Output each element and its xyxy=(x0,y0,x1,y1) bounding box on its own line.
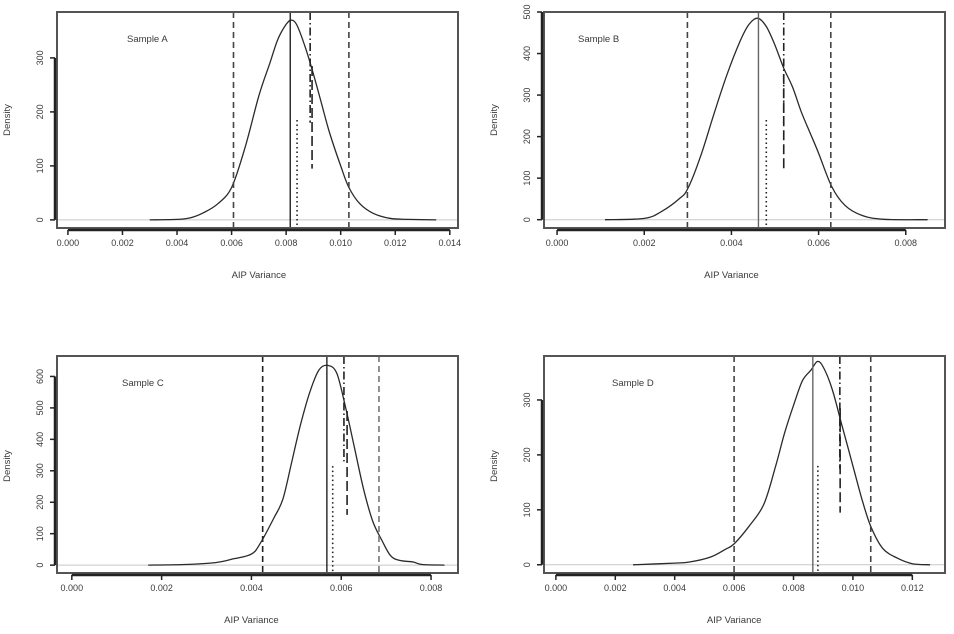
x-tick-label: 0.006 xyxy=(220,238,243,248)
y-tick-label: 600 xyxy=(35,369,45,384)
x-tick-label: 0.008 xyxy=(782,583,805,593)
y-axis-title: Density xyxy=(2,450,13,482)
y-tick-label: 200 xyxy=(35,495,45,510)
panel-sample-b: 0.000 0.002 0.004 0.006 0.008 0 100 200 300 400 50… xyxy=(489,4,946,281)
y-axis-title: Density xyxy=(489,450,500,482)
density-curve xyxy=(633,360,931,566)
y-tick-label: 100 xyxy=(522,171,532,186)
panel-title: Sample B xyxy=(578,34,619,45)
x-tick-label: 0.008 xyxy=(275,238,298,248)
x-tick-label: 0.014 xyxy=(439,238,462,248)
x-tick-label: 0.012 xyxy=(901,583,924,593)
x-tick-label: 0.000 xyxy=(61,583,84,593)
x-tick-label: 0.000 xyxy=(546,238,569,248)
x-axis-title: AIP Variance xyxy=(232,270,287,281)
x-axis-title: AIP Variance xyxy=(704,270,759,281)
y-tick-label: 300 xyxy=(35,463,45,478)
y-tick-label: 100 xyxy=(35,526,45,541)
y-tick-label: 0 xyxy=(35,563,45,568)
y-tick-label: 0 xyxy=(522,562,532,567)
y-tick-label: 200 xyxy=(522,447,532,462)
panel-title: Sample A xyxy=(127,34,168,45)
x-tick-label: 0.010 xyxy=(329,238,352,248)
y-tick-label: 300 xyxy=(522,88,532,103)
panel-sample-a: 0.000 0.002 0.004 0.006 0.008 0.010 0.012 0.014… xyxy=(2,11,462,281)
y-axis-title: Density xyxy=(2,104,13,136)
x-axis-title: AIP Variance xyxy=(707,615,762,626)
x-tick-label: 0.004 xyxy=(166,238,189,248)
plot-frame xyxy=(543,355,946,574)
x-tick-label: 0.004 xyxy=(240,583,263,593)
x-tick-label: 0.002 xyxy=(150,583,173,593)
panel-title: Sample D xyxy=(612,378,654,389)
y-tick-label: 100 xyxy=(522,502,532,517)
y-tick-label: 100 xyxy=(35,158,45,173)
x-tick-label: 0.006 xyxy=(807,238,830,248)
x-tick-label: 0.000 xyxy=(545,583,568,593)
x-tick-label: 0.012 xyxy=(384,238,407,248)
plot-frame xyxy=(543,11,946,229)
x-tick-label: 0.008 xyxy=(895,238,918,248)
y-tick-label: 200 xyxy=(35,104,45,119)
y-tick-label: 500 xyxy=(522,4,532,19)
x-tick-label: 0.002 xyxy=(604,583,627,593)
y-tick-label: 200 xyxy=(522,129,532,144)
y-axis-title: Density xyxy=(489,104,500,136)
y-tick-label: 0 xyxy=(35,217,45,222)
plot-frame xyxy=(56,11,459,229)
x-tick-label: 0.004 xyxy=(663,583,686,593)
x-tick-label: 0.002 xyxy=(111,238,134,248)
panel-sample-d: 0.000 0.002 0.004 0.006 0.008 0.010 0.012 0 100 2… xyxy=(489,355,946,626)
panel-sample-c: 0.000 0.002 0.004 0.006 0.008 0 100 200 300 400 50… xyxy=(2,355,459,626)
x-tick-label: 0.010 xyxy=(842,583,865,593)
y-tick-label: 300 xyxy=(522,392,532,407)
y-tick-label: 500 xyxy=(35,400,45,415)
plot-frame xyxy=(56,355,459,574)
density-curve xyxy=(148,364,445,566)
y-tick-label: 400 xyxy=(35,432,45,447)
density-curve xyxy=(604,17,928,221)
x-tick-label: 0.006 xyxy=(330,583,353,593)
density-curve xyxy=(149,19,437,221)
x-tick-label: 0.002 xyxy=(633,238,656,248)
x-tick-label: 0.008 xyxy=(420,583,443,593)
y-tick-label: 300 xyxy=(35,50,45,65)
y-tick-label: 400 xyxy=(522,46,532,61)
x-tick-label: 0.006 xyxy=(723,583,746,593)
panel-title: Sample C xyxy=(122,378,164,389)
y-tick-label: 0 xyxy=(522,217,532,222)
x-tick-label: 0.004 xyxy=(720,238,743,248)
x-axis-title: AIP Variance xyxy=(224,615,279,626)
x-tick-label: 0.000 xyxy=(57,238,80,248)
